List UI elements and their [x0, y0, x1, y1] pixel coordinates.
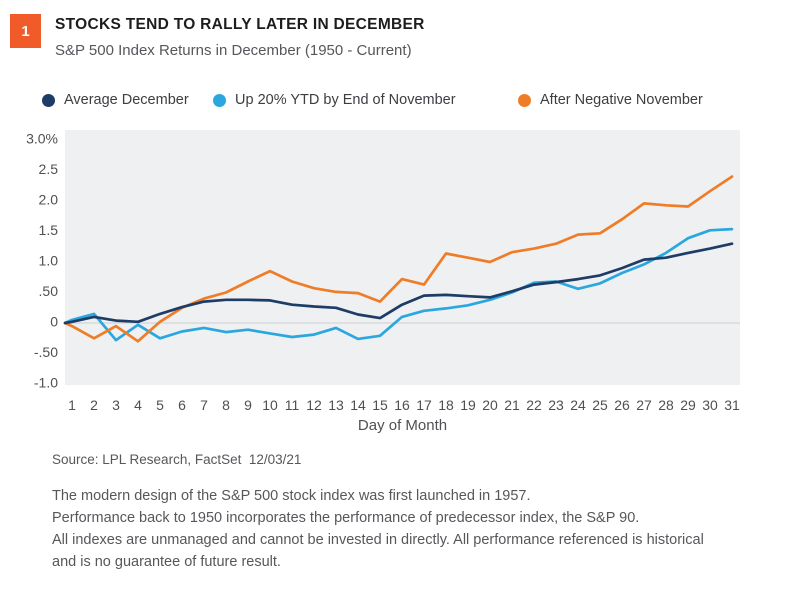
y-tick-label: -.50 — [34, 344, 58, 360]
x-tick-label: 20 — [482, 397, 498, 413]
footnote-line: All indexes are unmanaged and cannot be … — [52, 532, 704, 570]
legend-dot-average-december-icon — [42, 93, 55, 107]
legend-item-after-negative-november: After Negative November — [518, 92, 703, 108]
legend-label: Up 20% YTD by End of November — [235, 92, 456, 108]
x-tick-label: 26 — [614, 397, 630, 413]
x-tick-label: 10 — [262, 397, 278, 413]
x-tick-label: 6 — [178, 397, 186, 413]
x-tick-label: 8 — [222, 397, 230, 413]
source-note: Source: LPL Research, FactSet 12/03/21 — [52, 452, 302, 467]
x-tick-label: 1 — [68, 397, 76, 413]
y-tick-label: -1.0 — [34, 375, 58, 391]
x-tick-label: 7 — [200, 397, 208, 413]
legend-dot-up-20-ytd-icon — [213, 93, 226, 107]
legend-item-up-20-ytd: Up 20% YTD by End of November — [213, 92, 456, 108]
x-tick-label: 12 — [306, 397, 322, 413]
x-tick-label: 2 — [90, 397, 98, 413]
legend-item-average-december: Average December — [42, 92, 189, 108]
x-tick-label: 16 — [394, 397, 410, 413]
y-tick-label: 0 — [50, 314, 58, 330]
x-tick-label: 18 — [438, 397, 454, 413]
x-tick-label: 27 — [636, 397, 652, 413]
footnote-line: Performance back to 1950 incorporates th… — [52, 510, 640, 526]
y-tick-label: 2.5 — [39, 161, 59, 177]
x-tick-label: 23 — [548, 397, 564, 413]
series-line-after-negative-november — [63, 175, 734, 343]
x-tick-label: 11 — [285, 397, 300, 413]
footnote-line: The modern design of the S&P 500 stock i… — [52, 488, 531, 504]
legend-label: Average December — [64, 92, 189, 108]
chart-title: STOCKS TEND TO RALLY LATER IN DECEMBER — [55, 16, 425, 33]
x-tick-label: 21 — [504, 397, 520, 413]
y-tick-label: 2.0 — [39, 192, 59, 208]
x-tick-label: 17 — [416, 397, 432, 413]
chart-subtitle: S&P 500 Index Returns in December (1950 … — [55, 42, 412, 59]
x-tick-label: 4 — [134, 397, 142, 413]
x-axis-title: Day of Month — [358, 417, 447, 434]
december-returns-line-chart: 3.0%2.52.01.51.0.500-.50-1.01 2 3 4 5 6 7 8 9 10 1… — [26, 130, 740, 434]
x-tick-label: 29 — [680, 397, 696, 413]
series-line-average-december — [63, 242, 734, 325]
x-tick-label: 9 — [244, 397, 252, 413]
x-tick-label: 19 — [460, 397, 476, 413]
y-tick-label: 3.0% — [26, 131, 58, 147]
x-tick-label: 30 — [702, 397, 718, 413]
x-tick-label: 3 — [112, 397, 120, 413]
x-tick-label: 31 — [724, 397, 740, 413]
x-tick-label: 5 — [156, 397, 164, 413]
series-line-up-20-ytd-by-end-of-november — [63, 227, 734, 342]
figure-number-badge: 1 — [10, 14, 41, 48]
plot-area — [65, 130, 740, 385]
footnotes: The modern design of the S&P 500 stock i… — [52, 485, 707, 573]
legend-label: After Negative November — [540, 92, 703, 108]
legend-dot-after-negative-november-icon — [518, 93, 531, 107]
x-tick-label: 22 — [526, 397, 542, 413]
x-tick-label: 25 — [592, 397, 608, 413]
y-tick-label: .50 — [39, 283, 59, 299]
x-tick-label: 15 — [372, 397, 388, 413]
y-tick-label: 1.5 — [39, 222, 59, 238]
x-tick-label: 13 — [328, 397, 344, 413]
x-tick-label: 14 — [350, 397, 366, 413]
x-tick-label: 28 — [658, 397, 674, 413]
y-tick-label: 1.0 — [39, 253, 59, 269]
x-tick-label: 24 — [570, 397, 586, 413]
